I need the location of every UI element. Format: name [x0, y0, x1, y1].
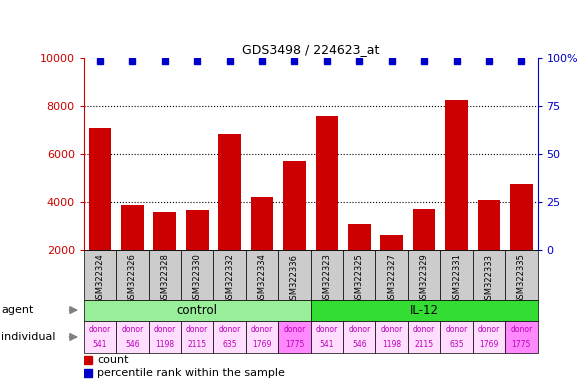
Bar [246, 250, 278, 300]
Text: 1769: 1769 [253, 339, 272, 349]
Bar [348, 223, 370, 250]
Bar [473, 321, 505, 353]
Bar [413, 209, 435, 250]
Text: donor: donor [478, 325, 500, 334]
Text: donor: donor [413, 325, 435, 334]
Bar [473, 250, 505, 300]
Bar [408, 250, 440, 300]
Text: 635: 635 [449, 339, 464, 349]
Text: control: control [177, 304, 218, 316]
Text: GSM322336: GSM322336 [290, 253, 299, 305]
Text: GSM322327: GSM322327 [387, 253, 396, 305]
Bar [84, 321, 116, 353]
Text: GSM322331: GSM322331 [452, 253, 461, 305]
Text: GSM322324: GSM322324 [95, 253, 105, 305]
Bar [213, 321, 246, 353]
Text: 1198: 1198 [382, 339, 401, 349]
Bar [510, 184, 533, 250]
Text: donor: donor [348, 325, 370, 334]
Bar [343, 250, 376, 300]
Text: GSM322328: GSM322328 [160, 253, 169, 305]
Bar [186, 210, 209, 250]
Text: 541: 541 [320, 339, 334, 349]
Text: GSM322333: GSM322333 [484, 253, 494, 305]
Text: 1769: 1769 [479, 339, 499, 349]
Bar [181, 321, 213, 353]
Text: donor: donor [446, 325, 468, 334]
Text: count: count [98, 355, 129, 365]
Title: GDS3498 / 224623_at: GDS3498 / 224623_at [242, 43, 379, 56]
Bar [316, 116, 338, 250]
Bar [380, 235, 403, 250]
Bar [116, 250, 149, 300]
Text: 1775: 1775 [285, 339, 304, 349]
Text: percentile rank within the sample: percentile rank within the sample [98, 368, 286, 379]
Text: GSM322325: GSM322325 [355, 253, 364, 305]
Text: donor: donor [154, 325, 176, 334]
Text: donor: donor [283, 325, 306, 334]
Bar [246, 321, 278, 353]
Text: IL-12: IL-12 [410, 304, 439, 316]
Bar [154, 212, 176, 250]
Bar [311, 250, 343, 300]
Bar [408, 321, 440, 353]
Text: donor: donor [186, 325, 208, 334]
Bar [213, 250, 246, 300]
Bar [84, 300, 311, 321]
Bar [181, 250, 213, 300]
Bar [218, 134, 241, 250]
Bar [445, 99, 468, 250]
Bar [251, 197, 273, 250]
Text: agent: agent [1, 305, 34, 315]
Text: 546: 546 [352, 339, 366, 349]
Bar [440, 321, 473, 353]
Text: donor: donor [510, 325, 532, 334]
Text: GSM322323: GSM322323 [323, 253, 331, 305]
Bar [149, 321, 181, 353]
Bar [84, 250, 116, 300]
Text: 2115: 2115 [188, 339, 207, 349]
Text: donor: donor [251, 325, 273, 334]
Bar [278, 321, 311, 353]
Text: 635: 635 [223, 339, 237, 349]
Text: GSM322330: GSM322330 [192, 253, 202, 305]
Text: 2115: 2115 [414, 339, 434, 349]
Text: GSM322326: GSM322326 [128, 253, 137, 305]
Bar [505, 250, 538, 300]
Text: 541: 541 [92, 339, 108, 349]
Bar [116, 321, 149, 353]
Bar [477, 200, 501, 250]
Text: donor: donor [89, 325, 111, 334]
Bar [283, 161, 306, 250]
Text: donor: donor [121, 325, 143, 334]
Text: GSM322329: GSM322329 [420, 253, 429, 305]
Bar [440, 250, 473, 300]
Text: 546: 546 [125, 339, 140, 349]
Text: donor: donor [316, 325, 338, 334]
Bar [311, 300, 538, 321]
Bar [376, 321, 408, 353]
Text: individual: individual [1, 332, 55, 342]
Bar [311, 321, 343, 353]
Text: GSM322335: GSM322335 [517, 253, 526, 305]
Text: donor: donor [380, 325, 403, 334]
Text: 1775: 1775 [512, 339, 531, 349]
Bar [121, 205, 144, 250]
Bar [88, 128, 112, 250]
Bar [278, 250, 311, 300]
Bar [343, 321, 376, 353]
Bar [505, 321, 538, 353]
Bar [376, 250, 408, 300]
Text: GSM322332: GSM322332 [225, 253, 234, 305]
Text: donor: donor [218, 325, 241, 334]
Text: 1198: 1198 [155, 339, 175, 349]
Text: GSM322334: GSM322334 [258, 253, 266, 305]
Bar [149, 250, 181, 300]
